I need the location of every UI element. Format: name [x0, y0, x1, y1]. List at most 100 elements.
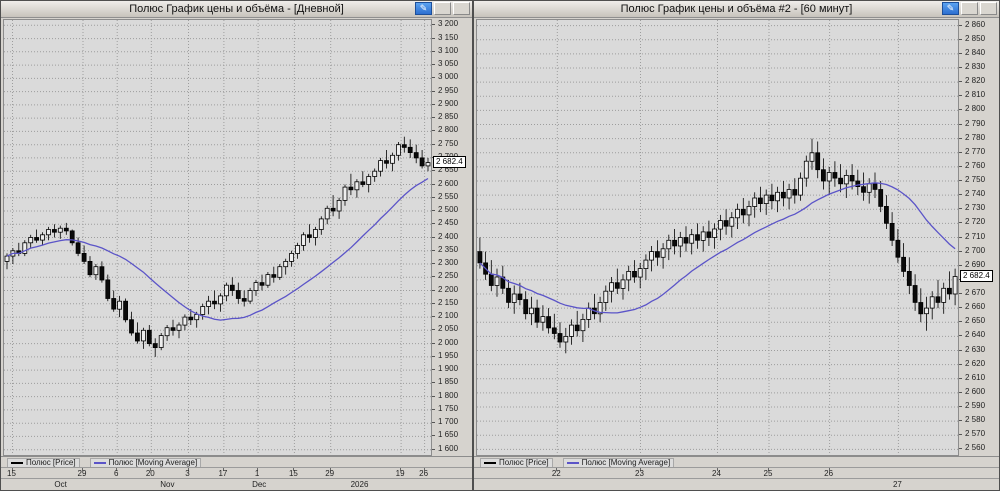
- x-axis-label: 1: [254, 469, 260, 478]
- y-axis-label: 2 800: [438, 125, 459, 135]
- x-axis-label: 24: [712, 469, 721, 478]
- x-axis-dates: 22 23 24 25 26: [474, 467, 999, 479]
- window-control-2[interactable]: [980, 2, 997, 15]
- price-line-swatch: [11, 461, 23, 464]
- pencil-icon: ✎: [419, 3, 428, 13]
- titlebar-buttons: ✎: [942, 2, 997, 15]
- y-axis-label: 1 600: [438, 443, 459, 453]
- y-axis-label: 2 740: [965, 189, 986, 199]
- moving-average-line: [479, 182, 956, 314]
- y-axis-label: 1 950: [438, 350, 459, 360]
- x-period-label: Oct: [54, 480, 67, 489]
- y-axis-label: 2 810: [965, 90, 986, 100]
- titlebar[interactable]: Полюс График цены и объёма #2 - [60 мину…: [474, 1, 999, 18]
- x-axis-label: 29: [325, 469, 335, 478]
- edit-chart-button[interactable]: ✎: [942, 2, 959, 15]
- y-axis-label: 2 650: [438, 165, 459, 175]
- last-price-tag: 2 682.4: [433, 155, 466, 168]
- ma-line-swatch: [93, 461, 106, 464]
- y-axis-label: 3 200: [438, 19, 459, 29]
- legend-item: Полюс [Price]: [7, 457, 80, 468]
- titlebar-buttons: ✎: [415, 2, 470, 15]
- y-axis-label: 2 750: [965, 175, 986, 184]
- y-axis-label: 2 700: [965, 245, 986, 255]
- x-axis-label: 20: [145, 469, 155, 478]
- chart-window-daily: Полюс График цены и объёма - [Дневной] ✎…: [0, 0, 473, 491]
- x-axis-label: 26: [419, 469, 429, 478]
- y-axis-label: 2 710: [965, 231, 986, 241]
- y-axis-label: 2 550: [438, 191, 459, 201]
- y-axis-label: 2 200: [438, 284, 459, 294]
- plot-area[interactable]: [3, 19, 432, 456]
- x-axis-label: 19: [395, 469, 405, 478]
- y-axis-label: 2 610: [965, 372, 986, 382]
- y-axis-label: 2 660: [965, 302, 986, 312]
- y-axis-label: 1 900: [438, 364, 459, 374]
- y-axis-label: 2 670: [965, 288, 986, 297]
- pencil-icon: ✎: [946, 3, 955, 13]
- y-axis-label: 2 820: [965, 76, 986, 86]
- y-axis-label: 2 950: [438, 85, 459, 95]
- legend-item: Полюс [Moving Average]: [89, 457, 202, 468]
- price-axis[interactable]: 2 860 2 850 2 840 2 830 2 820 2 810 2 800 2 790…: [959, 19, 999, 456]
- price-axis[interactable]: 3 200 3 150 3 100 3 050 3 000 2 950 2 900 2 850…: [432, 19, 472, 456]
- y-axis-label: 2 860: [965, 19, 986, 29]
- titlebar[interactable]: Полюс График цены и объёма - [Дневной] ✎: [1, 1, 472, 18]
- y-axis-label: 2 720: [965, 217, 986, 227]
- chart-window-60min: Полюс График цены и объёма #2 - [60 мину…: [473, 0, 1000, 491]
- y-axis-label: 2 600: [965, 386, 986, 396]
- x-axis-periods: 27: [474, 478, 999, 490]
- legend-bar: Полюс [Price] Полюс [Moving Average]: [474, 456, 999, 468]
- x-axis-label: 3: [185, 469, 190, 478]
- y-axis-label: 2 750: [438, 138, 459, 148]
- y-axis-label: 2 000: [438, 337, 459, 347]
- y-axis-label: 2 760: [965, 160, 986, 170]
- y-axis-label: 2 050: [438, 324, 459, 334]
- candlestick-chart[interactable]: [477, 20, 958, 455]
- y-axis-label: 2 790: [965, 118, 986, 128]
- y-axis-label: 3 150: [438, 32, 459, 42]
- y-axis-label: 1 850: [438, 377, 459, 387]
- y-axis-label: 2 900: [438, 98, 459, 108]
- y-axis-label: 1 700: [438, 417, 459, 427]
- y-axis-label: 1 800: [438, 390, 459, 400]
- legend-item: Полюс [Price]: [480, 457, 553, 468]
- x-axis-label: 6: [113, 469, 119, 478]
- y-axis-label: 2 400: [438, 231, 459, 241]
- y-axis-label: 2 730: [965, 203, 986, 213]
- y-axis-label: 1 750: [438, 403, 459, 413]
- y-axis-label: 3 100: [438, 45, 459, 55]
- y-axis-label: 2 800: [965, 104, 986, 114]
- window-control-1[interactable]: [961, 2, 978, 15]
- window-control-2[interactable]: [453, 2, 470, 15]
- y-axis-label: 2 590: [965, 401, 986, 410]
- chart-area: 3 200 3 150 3 100 3 050 3 000 2 950 2 900 2 850…: [1, 17, 472, 490]
- y-axis-label: 2 150: [438, 297, 459, 307]
- y-axis-label: 2 690: [965, 259, 986, 269]
- window-control-1[interactable]: [434, 2, 451, 15]
- plot-area[interactable]: [476, 19, 959, 456]
- x-period-label: 2026: [350, 480, 369, 489]
- y-axis-label: 2 580: [965, 415, 986, 425]
- y-axis-label: 1 650: [438, 430, 459, 440]
- y-axis-label: 2 840: [965, 47, 986, 57]
- y-axis-label: 2 770: [965, 146, 986, 156]
- last-price-tag: 2 682.4: [960, 269, 993, 282]
- moving-average-line: [6, 177, 429, 321]
- y-axis-label: 2 450: [438, 218, 459, 228]
- y-axis-label: 2 600: [438, 178, 459, 188]
- y-axis-label: 2 350: [438, 244, 459, 254]
- edit-chart-button[interactable]: ✎: [415, 2, 432, 15]
- ma-line-swatch: [566, 461, 579, 464]
- window-title: Полюс График цены и объёма #2 - [60 мину…: [620, 3, 853, 15]
- x-axis-label: 17: [218, 469, 228, 478]
- x-axis-label: 15: [288, 469, 298, 478]
- x-axis-label: 25: [763, 469, 773, 478]
- candlestick-chart[interactable]: [4, 20, 431, 455]
- y-axis-label: 3 000: [438, 72, 459, 82]
- y-axis-label: 2 850: [965, 33, 986, 43]
- price-line-swatch: [484, 461, 496, 464]
- y-axis-label: 2 620: [965, 358, 986, 368]
- y-axis-label: 2 650: [965, 316, 986, 326]
